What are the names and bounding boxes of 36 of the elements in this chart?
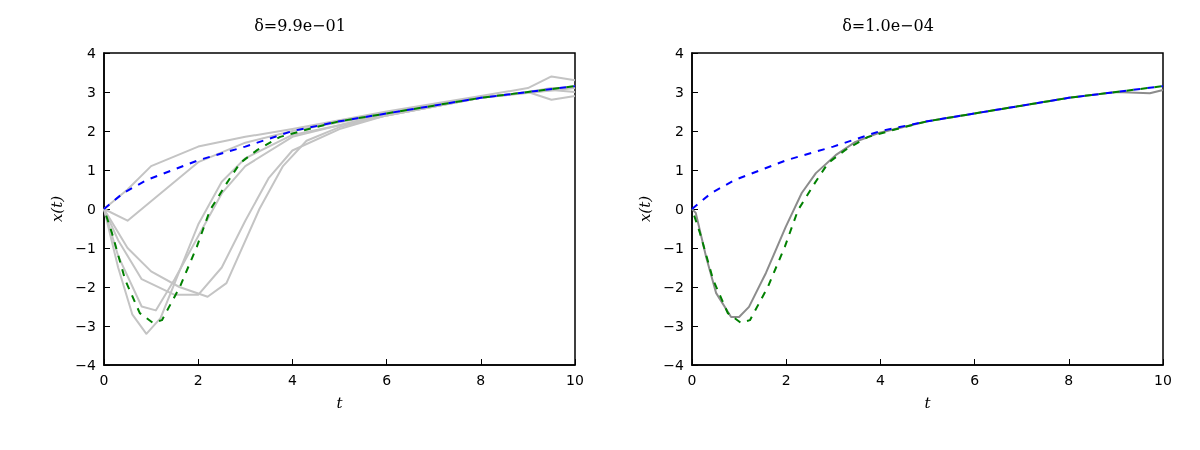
y-tick-label: −2 bbox=[75, 279, 96, 295]
x-tick-label: 10 bbox=[1154, 372, 1172, 388]
y-tick-label: −1 bbox=[75, 240, 96, 256]
y-tick-label: 4 bbox=[675, 45, 685, 61]
y-tick-label: 3 bbox=[87, 84, 96, 100]
y-tick-label: −3 bbox=[663, 318, 684, 334]
y-tick-label: 0 bbox=[87, 201, 96, 217]
chart-title: δ=1.0e−04 bbox=[842, 15, 934, 35]
x-tick-label: 4 bbox=[287, 372, 297, 388]
x-tick-label: 8 bbox=[1064, 372, 1074, 388]
x-tick-label: 0 bbox=[687, 372, 697, 388]
x-axis-title: t bbox=[924, 393, 932, 412]
y-tick-label: 2 bbox=[675, 123, 684, 139]
y-tick-label: 0 bbox=[675, 201, 684, 217]
y-tick-label: 1 bbox=[675, 162, 684, 178]
y-tick-label: −3 bbox=[75, 318, 96, 334]
x-tick-label: 2 bbox=[193, 372, 203, 388]
x-tick-label: 4 bbox=[875, 372, 885, 388]
y-tick-label: −4 bbox=[75, 357, 97, 373]
x-tick-label: 6 bbox=[970, 372, 980, 388]
y-tick-label: 1 bbox=[87, 162, 96, 178]
y-tick-label: 2 bbox=[87, 123, 96, 139]
y-tick-label: 3 bbox=[675, 84, 684, 100]
x-axis-title: t bbox=[336, 393, 344, 412]
y-axis-title: x(t) bbox=[635, 195, 654, 223]
x-tick-label: 10 bbox=[566, 372, 584, 388]
x-tick-label: 8 bbox=[476, 372, 486, 388]
y-tick-label: −4 bbox=[663, 357, 685, 373]
y-axis-title: x(t) bbox=[47, 195, 66, 223]
x-tick-label: 2 bbox=[781, 372, 791, 388]
x-tick-label: 6 bbox=[382, 372, 392, 388]
y-tick-label: −1 bbox=[663, 240, 684, 256]
x-tick-label: 0 bbox=[99, 372, 109, 388]
y-tick-label: 4 bbox=[87, 45, 97, 61]
chart-title: δ=9.9e−01 bbox=[254, 15, 346, 35]
y-tick-label: −2 bbox=[663, 279, 684, 295]
